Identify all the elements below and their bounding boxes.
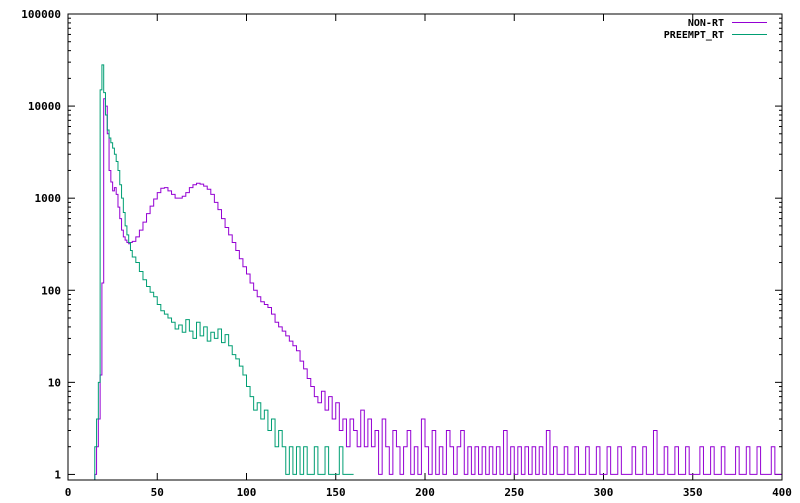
series-layer (94, 64, 782, 480)
x-tick-label: 200 (415, 486, 435, 499)
series-line-0 (94, 98, 782, 480)
y-tick-label: 10 (48, 376, 61, 389)
x-tick-label: 0 (65, 486, 72, 499)
legend-label: NON-RT (688, 18, 724, 29)
y-tick-label: 1000 (35, 192, 62, 205)
x-tick-label: 50 (151, 486, 164, 499)
x-tick-label: 150 (326, 486, 346, 499)
x-tick-label: 250 (504, 486, 524, 499)
legend-label: PREEMPT_RT (664, 30, 724, 41)
x-tick-label: 100 (237, 486, 257, 499)
ticks-layer: 0 50 100 150 200 250 300 350 400 1 10 100 1000 10000 1… (21, 8, 792, 499)
x-tick-label: 300 (594, 486, 614, 499)
x-tick-label: 350 (683, 486, 703, 499)
y-tick-label: 100000 (21, 8, 61, 21)
series-line-1 (94, 64, 354, 480)
plot-frame (67, 13, 783, 481)
x-tick-label: 400 (772, 486, 792, 499)
y-tick-label: 10000 (28, 100, 61, 113)
y-tick-label: 100 (41, 284, 61, 297)
y-tick-label: 1 (54, 468, 61, 481)
